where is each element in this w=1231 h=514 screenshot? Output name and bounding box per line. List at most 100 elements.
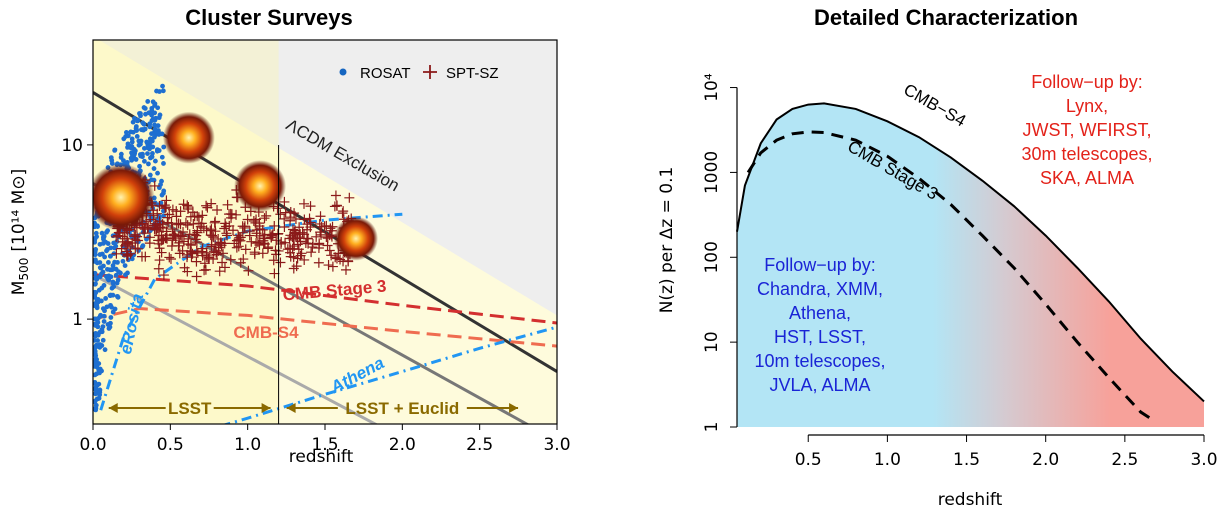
sptsz-point xyxy=(157,223,168,234)
sptsz-point xyxy=(144,232,155,243)
rosat-point xyxy=(157,131,163,137)
rosat-point xyxy=(93,270,98,276)
sptsz-point xyxy=(164,252,175,263)
sptsz-point xyxy=(234,232,245,243)
range-arrow-left-2 xyxy=(286,403,296,413)
rosat-point xyxy=(120,258,126,264)
rosat-point xyxy=(105,260,111,265)
sptsz-point xyxy=(213,233,224,244)
rosat-point xyxy=(161,161,166,166)
sptsz-point xyxy=(179,262,190,273)
rosat-point xyxy=(122,263,128,268)
rosat-point xyxy=(99,251,105,257)
sptsz-point xyxy=(154,201,165,212)
sptsz-point xyxy=(240,244,251,255)
right-x-axis-label: redshift xyxy=(938,490,1003,510)
sptsz-point xyxy=(266,232,277,243)
rosat-point xyxy=(150,144,156,150)
legend-rosat-marker xyxy=(339,68,347,76)
rosat-point xyxy=(142,106,148,111)
range-label-1: LSST xyxy=(168,399,212,418)
sptsz-point xyxy=(288,252,299,263)
rosat-point xyxy=(107,267,113,273)
sptsz-point xyxy=(290,213,301,224)
sptsz-point xyxy=(251,224,262,235)
cmb-s4-label: CMB-S4 xyxy=(233,323,299,342)
sptsz-point xyxy=(215,238,226,249)
rosat-point xyxy=(149,131,154,137)
rosat-point xyxy=(105,246,110,252)
left-chart-title: Cluster Surveys xyxy=(185,5,353,30)
rosat-point xyxy=(121,136,127,142)
sptsz-point xyxy=(111,248,122,259)
cluster-image-2 xyxy=(162,111,215,164)
follow-up-right-line: JWST, WFIRST, xyxy=(1023,120,1152,140)
cmb-s4-fill-area xyxy=(737,103,1204,428)
sptsz-point xyxy=(325,223,336,234)
sptsz-point xyxy=(183,233,194,244)
rosat-point xyxy=(96,395,102,401)
sptsz-point xyxy=(169,229,180,240)
rosat-point xyxy=(93,293,98,299)
sptsz-point xyxy=(269,268,280,279)
rosat-point xyxy=(138,141,143,147)
right-y-axis-label: N(z) per Δz = 0.1 xyxy=(657,167,677,314)
sptsz-point xyxy=(175,206,186,217)
range-arrow-right-1 xyxy=(261,403,271,413)
rosat-point xyxy=(105,241,111,246)
sptsz-point xyxy=(307,242,318,253)
sptsz-point xyxy=(338,206,349,217)
sptsz-point xyxy=(330,190,341,201)
rosat-point xyxy=(139,244,145,250)
rosat-point xyxy=(152,158,158,164)
rosat-point xyxy=(151,166,157,171)
sptsz-point xyxy=(165,254,176,265)
reference-line-2 xyxy=(93,182,530,424)
sptsz-point xyxy=(210,216,221,227)
sptsz-point xyxy=(201,247,212,258)
rosat-point xyxy=(104,229,109,235)
sptsz-point xyxy=(293,244,304,255)
sptsz-point xyxy=(268,255,279,266)
rosat-point xyxy=(100,269,106,275)
rosat-point xyxy=(101,233,107,239)
rosat-point xyxy=(123,272,128,278)
sptsz-point xyxy=(161,202,172,213)
sptsz-point xyxy=(180,217,191,228)
rosat-point xyxy=(93,247,99,252)
sptsz-point xyxy=(187,248,198,259)
rosat-point xyxy=(93,353,99,359)
rosat-point xyxy=(98,312,103,318)
sptsz-point xyxy=(214,266,225,277)
x-tick-label: 1.0 xyxy=(234,435,261,455)
sptsz-point xyxy=(279,222,290,233)
sptsz-point xyxy=(261,210,272,221)
sptsz-point xyxy=(306,247,317,258)
sptsz-point xyxy=(116,243,127,254)
sptsz-point xyxy=(182,220,193,231)
sptsz-point xyxy=(296,248,307,259)
rosat-point xyxy=(93,338,97,343)
follow-up-right-line: 30m telescopes, xyxy=(1021,144,1152,164)
sptsz-point xyxy=(335,254,346,265)
series-cmb-s4 xyxy=(736,102,1205,403)
sptsz-point xyxy=(294,222,305,233)
rosat-point xyxy=(138,153,144,159)
rosat-point xyxy=(129,152,135,158)
reference-line-3 xyxy=(93,273,379,424)
sptsz-point xyxy=(153,235,164,246)
rosat-point xyxy=(110,279,116,285)
sptsz-point xyxy=(315,211,326,222)
sptsz-point xyxy=(218,248,229,259)
sptsz-point xyxy=(275,257,286,268)
sptsz-point xyxy=(305,217,316,228)
rosat-point xyxy=(93,387,99,393)
rosat-point xyxy=(103,296,109,301)
follow-up-right-line: Follow−up by: xyxy=(1031,72,1143,92)
sptsz-point xyxy=(205,225,216,236)
rosat-point xyxy=(97,387,103,393)
sptsz-point xyxy=(233,230,244,241)
sptsz-point xyxy=(327,221,338,232)
rosat-point xyxy=(152,122,157,128)
cmb-s4-curve-label: CMB−S4 xyxy=(900,80,969,131)
